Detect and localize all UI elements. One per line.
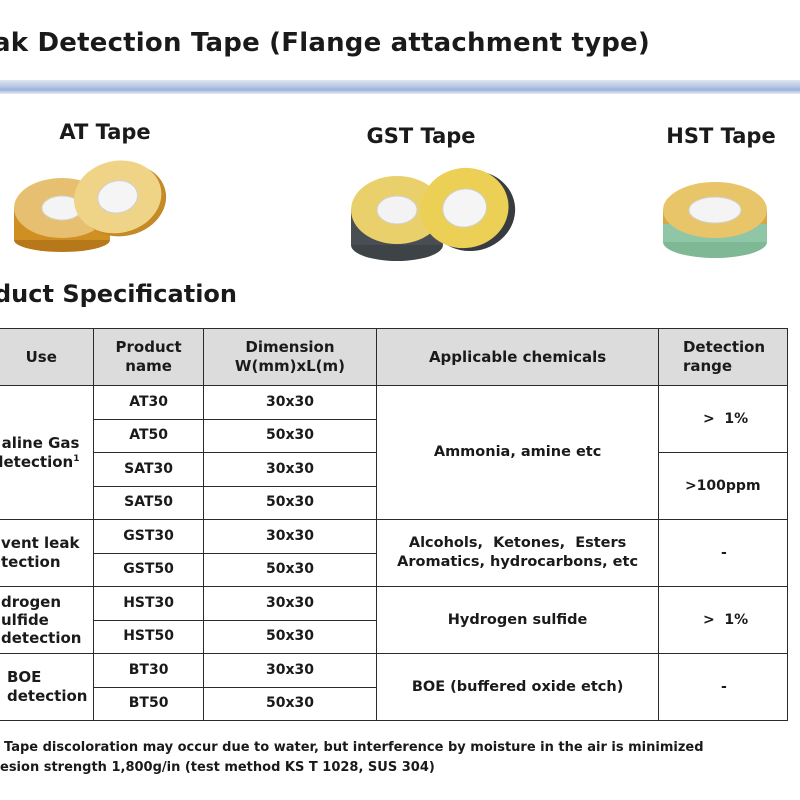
dimension-cell: 50x30 <box>202 485 378 520</box>
table-row: drogen ulfide detection HST30 30x30 Hydr… <box>0 586 789 654</box>
table-row: SAT50 50x30 <box>0 485 788 520</box>
table-row: SAT30 30x30 >100ppm <box>0 452 789 520</box>
chemicals-cell: Alcohols, Ketones, Esters Aromatics, hyd… <box>376 519 659 587</box>
dimension-cell: 30x30 <box>202 586 378 621</box>
gst-tape-label: GST Tape <box>366 124 476 148</box>
dimension-cell: 30x30 <box>202 452 378 487</box>
product-cell: AT50 <box>93 418 204 453</box>
dimension-cell: 50x30 <box>202 418 378 453</box>
footnote-1: Tape discoloration may occur due to wate… <box>4 740 704 755</box>
table-row: vent leak tection GST30 30x30 Alcohols, … <box>0 519 789 587</box>
range-cell: - <box>657 519 789 587</box>
footnote-2: esion strength 1,800g/in (test method KS… <box>0 760 435 775</box>
product-cell: HST50 <box>93 619 204 654</box>
dimension-cell: 50x30 <box>202 686 378 721</box>
page-title: ak Detection Tape (Flange attachment typ… <box>0 28 650 58</box>
header-use: Use <box>0 328 95 386</box>
hst-tape-image <box>663 182 767 258</box>
range-cell: >100ppm <box>657 452 789 520</box>
use-cell-solvent-leak: vent leak tection <box>0 519 95 587</box>
gst-tape-image <box>351 167 516 261</box>
use-label: aline Gas detection <box>0 433 80 471</box>
dimension-cell: 30x30 <box>202 653 378 688</box>
product-cell: HST30 <box>93 586 204 621</box>
title-divider-bar <box>0 80 800 94</box>
product-cell: GST50 <box>93 552 204 587</box>
use-cell-boe: BOE detection <box>0 653 95 721</box>
use-cell-hydrogen-sulfide: drogen ulfide detection <box>0 586 95 654</box>
table-row: GST50 50x30 <box>0 552 788 587</box>
product-cell: BT50 <box>93 686 204 721</box>
table-header-row: Use Product name Dimension W(mm)xL(m) Ap… <box>0 328 789 386</box>
product-cell: SAT50 <box>93 485 204 520</box>
header-product-name: Product name <box>93 328 204 386</box>
section-heading: duct Specification <box>0 280 237 308</box>
footnote-marker: 1 <box>73 453 80 464</box>
table-row: BOE detection BT30 30x30 BOE (buffered o… <box>0 653 789 721</box>
chemicals-cell: Ammonia, amine etc <box>376 385 659 520</box>
use-cell-alkaline-gas: aline Gas detection1 <box>0 385 95 520</box>
table-row: AT50 50x30 <box>0 418 788 453</box>
table-row: BT50 50x30 <box>0 686 788 721</box>
hst-tape-label: HST Tape <box>666 124 776 148</box>
at-tape-label: AT Tape <box>59 120 151 144</box>
product-cell: SAT30 <box>93 452 204 487</box>
table-row: HST50 50x30 <box>0 619 788 654</box>
dimension-cell: 30x30 <box>202 519 378 554</box>
product-spec-table: Use Product name Dimension W(mm)xL(m) Ap… <box>0 328 789 721</box>
dimension-cell: 50x30 <box>202 619 378 654</box>
dimension-cell: 50x30 <box>202 552 378 587</box>
dimension-cell: 30x30 <box>202 385 378 420</box>
range-cell: > 1% <box>657 385 789 453</box>
header-use-label: Use <box>25 347 57 366</box>
chemicals-cell: Hydrogen sulfide <box>376 586 659 654</box>
header-dimension: Dimension W(mm)xL(m) <box>202 328 378 386</box>
at-tape-image <box>14 160 167 252</box>
range-cell: - <box>657 653 789 721</box>
header-detection-range: Detection range <box>657 328 789 386</box>
product-cell: AT30 <box>93 385 204 420</box>
header-chemicals: Applicable chemicals <box>376 328 659 386</box>
table-row: aline Gas detection1 AT30 30x30 Ammonia,… <box>0 385 789 520</box>
chemicals-cell: BOE (buffered oxide etch) <box>376 653 659 721</box>
range-cell: > 1% <box>657 586 789 654</box>
product-cell: GST30 <box>93 519 204 554</box>
product-cell: BT30 <box>93 653 204 688</box>
